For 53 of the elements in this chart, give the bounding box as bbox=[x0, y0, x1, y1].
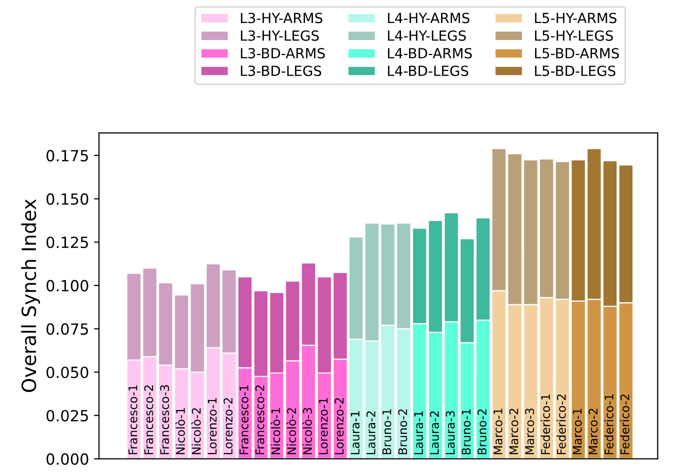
legend-label: L4-HY-LEGS bbox=[388, 30, 466, 41]
x-tick-label: Nicolò-1 bbox=[175, 408, 185, 454]
x-tick-label: Nicolò-2 bbox=[191, 408, 201, 454]
x-tick-label: Francesco-3 bbox=[160, 385, 170, 454]
x-tick-label: Marco-1 bbox=[494, 408, 502, 454]
x-tick-label: Nicolò-3 bbox=[302, 408, 312, 454]
legend-label: L3-BD-ARMS bbox=[240, 48, 325, 58]
x-tick-label: Bruno-2 bbox=[398, 409, 408, 454]
x-tick-label: Federico-2 bbox=[620, 394, 630, 454]
y-tick-label: 0.100 bbox=[46, 280, 88, 292]
x-tick-label: Francesco-2 bbox=[144, 385, 154, 454]
legend-label: L3-HY-ARMS bbox=[240, 12, 322, 24]
legend-label: L4-BD-ARMS bbox=[388, 48, 472, 58]
x-tick-label: Lorenzo-1 bbox=[319, 398, 328, 454]
x-tick-label: Lorenzo-1 bbox=[208, 398, 217, 454]
x-tick-label: Bruno-2 bbox=[478, 409, 486, 454]
y-axis-title: Overall Synch Index bbox=[21, 199, 40, 392]
y-tick-label: 0.175 bbox=[46, 150, 88, 162]
legend-label: L5-BD-LEGS bbox=[535, 66, 616, 76]
x-tick-label: Federico-2 bbox=[556, 394, 566, 454]
x-tick-label: Nicolò-2 bbox=[286, 408, 296, 454]
x-tick-label: Bruno-1 bbox=[462, 409, 471, 454]
y-tick-label: 0.000 bbox=[46, 453, 88, 465]
x-tick-label: Federico-1 bbox=[540, 394, 550, 454]
x-tick-label: Marco-3 bbox=[525, 408, 534, 454]
x-tick-label: Francesco-1 bbox=[240, 385, 248, 454]
y-tick-label: 0.125 bbox=[46, 236, 88, 248]
x-tick-label: Laura-2 bbox=[366, 411, 376, 454]
x-tick-label: Marco-2 bbox=[509, 408, 518, 454]
x-tick-label: Marco-1 bbox=[572, 408, 582, 454]
x-tick-label: Laura-3 bbox=[446, 411, 455, 454]
legend-label: L4-BD-LEGS bbox=[388, 66, 468, 76]
x-tick-label: Federico-1 bbox=[604, 394, 614, 454]
legend-label: L3-BD-LEGS bbox=[240, 66, 322, 76]
x-tick-label: Bruno-1 bbox=[382, 409, 392, 454]
x-tick-label: Francesco-2 bbox=[255, 385, 264, 454]
legend-label: L5-HY-LEGS bbox=[535, 30, 613, 41]
y-tick-label: 0.050 bbox=[46, 366, 88, 378]
legend-label: L5-BD-ARMS bbox=[535, 48, 619, 58]
x-tick-label: Laura-1 bbox=[414, 411, 424, 454]
y-tick-label: 0.025 bbox=[46, 410, 88, 422]
legend-label: L3-HY-LEGS bbox=[240, 30, 319, 41]
x-tick-label: Nicolò-1 bbox=[270, 408, 280, 454]
legend-label: L5-HY-ARMS bbox=[535, 12, 616, 24]
x-tick-label: Laura-2 bbox=[430, 411, 439, 454]
x-tick-label: Lorenzo-2 bbox=[224, 398, 233, 454]
x-tick-label: Marco-2 bbox=[588, 408, 598, 454]
y-tick-label: 0.075 bbox=[46, 323, 88, 335]
legend-label: L4-HY-ARMS bbox=[388, 12, 470, 24]
x-tick-label: Francesco-1 bbox=[128, 385, 138, 454]
y-tick-label: 0.150 bbox=[46, 193, 88, 205]
x-tick-label: Lorenzo-2 bbox=[334, 398, 344, 454]
x-tick-label: Laura-1 bbox=[350, 411, 360, 454]
